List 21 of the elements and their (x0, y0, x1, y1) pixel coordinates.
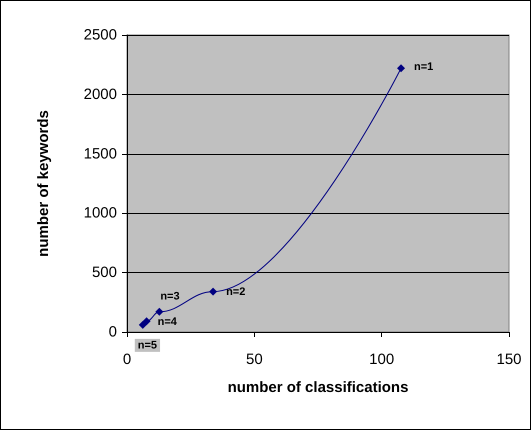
annotation: n=5 (138, 339, 158, 352)
x-tick-label: 100 (369, 351, 394, 368)
annotation: n=3 (160, 290, 180, 302)
annotation: n=2 (226, 286, 246, 298)
point (209, 288, 218, 296)
annotation: n=4 (158, 316, 178, 328)
x-axis-title: number of classifications (228, 379, 408, 396)
point (138, 320, 147, 329)
y-tick-label: 1000 (84, 204, 117, 222)
y-axis-title: number of keywords (35, 110, 52, 257)
y-tick-label: 2000 (84, 86, 117, 103)
y-tick-label: 500 (92, 264, 117, 282)
annotation: n=1 (414, 60, 434, 73)
x-tick-label: 0 (122, 351, 132, 368)
y-tick-label: 2500 (84, 26, 117, 44)
x-tick-label: 150 (496, 351, 522, 368)
y-tick-label: 1500 (84, 145, 117, 162)
y-tick-label: 0 (108, 324, 117, 340)
point (155, 308, 164, 316)
x-tick-label: 50 (246, 351, 263, 368)
point (397, 64, 406, 72)
